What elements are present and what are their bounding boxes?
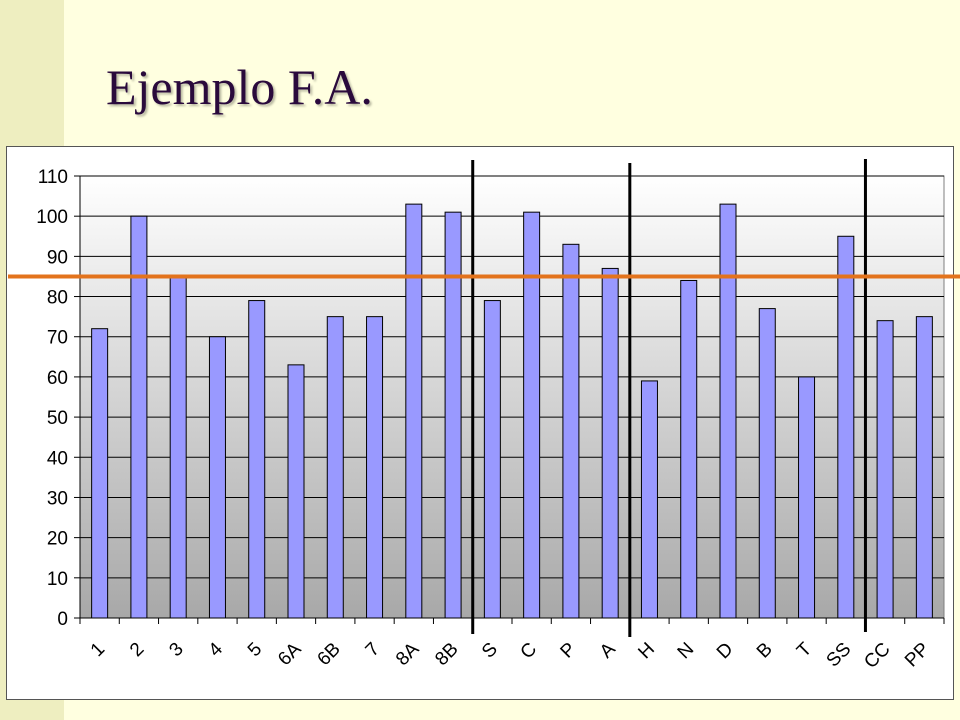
y-tick-label: 20 — [47, 529, 68, 550]
x-tick-label: 3 — [165, 639, 187, 661]
y-tick-label: 100 — [36, 207, 68, 228]
x-tick-label: D — [713, 639, 738, 664]
y-tick-label: 60 — [47, 368, 68, 389]
x-tick-label: 6B — [314, 639, 345, 670]
x-tick-label: S — [478, 639, 502, 663]
x-tick-label: H — [634, 639, 659, 664]
slide-title: Ejemplo F.A. — [106, 59, 373, 115]
bar — [287, 364, 305, 619]
bar — [915, 316, 933, 619]
bar — [248, 300, 266, 619]
x-tick-label: A — [596, 638, 620, 662]
annotations — [8, 159, 960, 637]
bar — [601, 267, 619, 619]
x-tick-label: SS — [823, 639, 856, 672]
bar — [326, 316, 344, 619]
bar — [208, 336, 226, 619]
bar — [366, 316, 384, 619]
y-tick-label: 10 — [47, 569, 68, 590]
bar — [444, 211, 462, 619]
x-tick-label: B — [753, 639, 777, 663]
bar — [876, 320, 894, 619]
x-tick-label: 4 — [205, 638, 228, 661]
bar — [523, 211, 541, 619]
x-tick-label: 1 — [87, 639, 109, 661]
bar — [91, 328, 109, 619]
y-tick-label: 70 — [47, 328, 68, 349]
y-tick-label: 80 — [47, 288, 68, 309]
x-tick-label: 8B — [431, 639, 462, 670]
y-tick-label: 110 — [38, 167, 68, 188]
x-tick-label: C — [517, 639, 542, 664]
bar — [640, 380, 658, 619]
x-tick-label: 7 — [362, 639, 384, 661]
y-axis: 0 10 20 30 40 50 60 70 80 90 100 110 — [36, 167, 81, 630]
x-tick-label: 5 — [244, 639, 266, 661]
bars — [91, 203, 933, 619]
bar — [562, 243, 580, 619]
bar — [837, 235, 855, 619]
bar — [169, 275, 187, 619]
bar — [719, 203, 737, 619]
x-tick-label: 2 — [126, 639, 148, 661]
bar — [405, 203, 423, 619]
bar — [483, 300, 501, 619]
x-axis: 1 2 3 4 5 6A 6B 7 8A 8B S C P A H N D B T SS CC PP — [79, 617, 945, 673]
x-tick-label: PP — [901, 639, 934, 672]
x-tick-label: T — [793, 638, 816, 661]
y-tick-label: 40 — [47, 448, 68, 469]
y-tick-label: 30 — [47, 488, 68, 509]
y-tick-label: 90 — [47, 247, 68, 268]
bar — [758, 308, 776, 619]
x-tick-label: CC — [860, 639, 894, 673]
bar — [680, 279, 698, 619]
bar — [798, 376, 816, 619]
y-tick-label: 0 — [57, 609, 68, 630]
x-tick-label: N — [674, 639, 699, 664]
y-tick-label: 50 — [47, 408, 68, 429]
x-tick-label: P — [557, 639, 581, 663]
x-tick-label: 6A — [274, 638, 306, 670]
x-tick-label: 8A — [392, 638, 424, 670]
